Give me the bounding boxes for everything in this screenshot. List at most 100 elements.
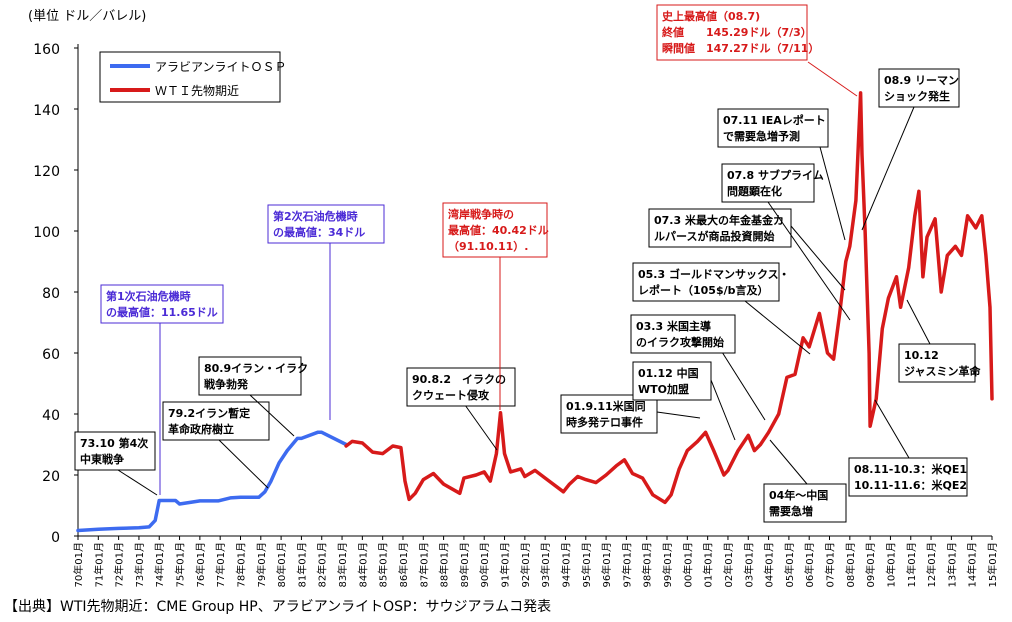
series-2-point [651, 493, 655, 497]
annotation-text: のイラク攻撃開始 [636, 335, 724, 349]
annotation-box [632, 262, 780, 302]
x-tick-label: 00年01月 [681, 542, 694, 587]
annotation-leader-line [807, 61, 858, 97]
annotation-text: 10.11-11.6：米QE2 [854, 478, 967, 492]
series-2-point [458, 491, 462, 495]
annotation-text: 最高値：40.42ドル [448, 223, 549, 237]
annotation-text: の最高値：11.65ドル [106, 305, 218, 319]
y-tick-label: 20 [42, 469, 60, 485]
annotation-text: 湾岸戦争時の [448, 207, 514, 221]
x-tick-label: 87年01月 [417, 542, 430, 587]
series-2-point [736, 449, 740, 452]
annotation-text: 03.3 米国主導 [636, 319, 711, 333]
annotation-text: 時多発テロ事件 [566, 415, 643, 429]
annotation-box [74, 431, 156, 471]
annotation-9: 01.12 中国 WTO加盟 [632, 361, 736, 441]
x-tick-label: 82年01月 [316, 542, 329, 587]
annotation-text: 08.11-10.3：米QE1 [854, 462, 967, 476]
annotation-box [100, 284, 224, 324]
y-tick-label: 120 [33, 164, 60, 180]
annotation-text: 07.3 米最大の年金基金カ [654, 213, 784, 227]
series-2-point [677, 467, 681, 471]
series-2-point [832, 357, 835, 361]
x-tick-label: 83年01月 [336, 542, 349, 587]
series-2-point [623, 458, 626, 462]
series-2-point [722, 473, 726, 477]
series-2-point [887, 296, 890, 300]
x-tick-label: 01年01月 [702, 542, 715, 587]
y-tick-label: 100 [33, 225, 60, 241]
annotation-box [848, 457, 968, 497]
annotation-box [717, 108, 829, 148]
series-2-point [990, 397, 994, 401]
annotation-text: 08.9 リーマン [884, 74, 959, 87]
series-2-point [614, 464, 618, 468]
series-2-point [594, 481, 598, 484]
annotation-leader-line [218, 439, 269, 489]
annotation-text: の最高値：34ドル [273, 225, 365, 239]
x-tick-label: 07年01月 [824, 542, 837, 587]
series-2-point [413, 491, 417, 495]
x-tick-label: 99年01月 [661, 542, 674, 587]
x-tick-label: 02年01月 [722, 542, 735, 587]
series-2-point [371, 450, 374, 454]
annotation-text: 07.8 サブプライム [727, 168, 824, 182]
series-2-point [432, 472, 435, 475]
annotation-text: 01.12 中国 [638, 366, 699, 380]
series-2-point [907, 266, 911, 269]
annotation-leader-line [464, 404, 498, 451]
y-tick-label: 160 [33, 42, 60, 58]
annotation-text: 需要急増 [769, 504, 813, 518]
annotation-text: 終値 145.29ドル（7/3） [662, 25, 812, 39]
series-2-point [726, 469, 730, 472]
x-tick-label: 81年01月 [295, 542, 308, 587]
series-2-point [350, 440, 354, 443]
annotation-leader-line [906, 299, 931, 345]
annotation-text: クウェート侵攻 [412, 388, 490, 402]
series-2-point [381, 452, 385, 455]
series-1-point [178, 502, 182, 506]
x-tick-label: 05年01月 [783, 542, 796, 587]
series-1-point [320, 430, 324, 434]
annotation-box [162, 401, 270, 441]
y-tick-label: 140 [33, 103, 60, 119]
annotation-text: 戦争勃発 [204, 377, 249, 391]
series-2-point [344, 444, 348, 448]
series-2-point [945, 254, 949, 257]
series-2-point [954, 244, 957, 248]
legend-box [99, 51, 281, 103]
series-2-point [482, 470, 486, 474]
series-2-point [519, 467, 523, 471]
x-tick-label: 75年01月 [174, 542, 187, 587]
series-2-point [933, 217, 937, 221]
series-2-point [568, 482, 571, 486]
x-tick-label: 86年01月 [397, 542, 410, 587]
annotation-box [648, 208, 792, 248]
annotation-leader-line [769, 439, 808, 485]
annotation-box [630, 314, 736, 354]
x-tick-label: 93年01月 [539, 542, 552, 587]
series-2-point [966, 214, 969, 218]
series-2-point [844, 260, 848, 263]
annotation-leader-line [710, 379, 736, 441]
series-1-point [137, 526, 141, 530]
series-2-point [576, 475, 580, 478]
annotation-box [442, 202, 548, 258]
x-tick-label: 09年01月 [864, 542, 877, 587]
series-2-point [584, 478, 588, 481]
x-tick-label: 14年01月 [966, 542, 979, 587]
x-tick-label: 12年01月 [925, 542, 938, 587]
annotation-text: で需要急増予測 [723, 129, 800, 143]
annotation-leader-line [861, 106, 915, 231]
series-2-point [960, 254, 963, 257]
x-tick-label: 03年01月 [742, 542, 755, 587]
annotation-text: 問題顕在化 [727, 184, 782, 198]
x-tick-label: 97年01月 [620, 542, 633, 587]
